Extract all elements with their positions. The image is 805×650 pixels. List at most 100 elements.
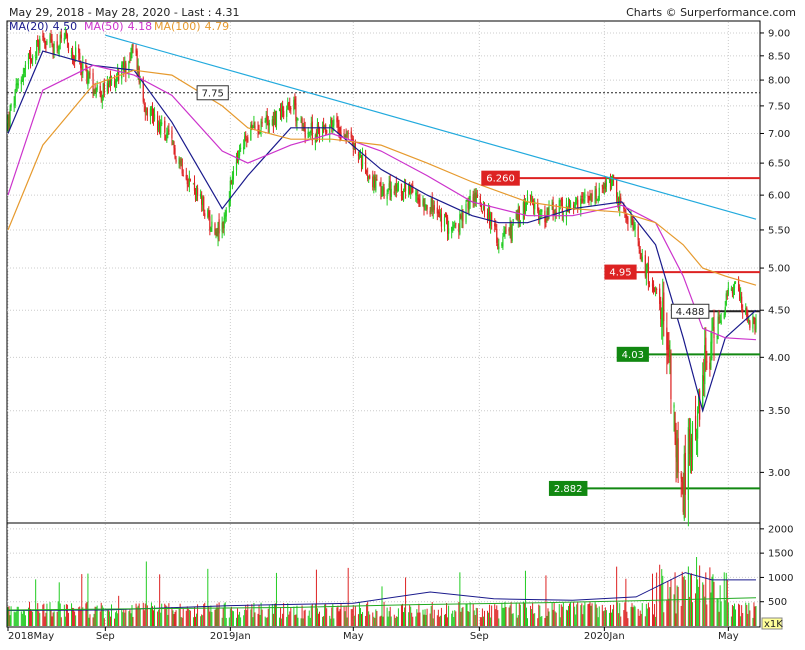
candle-body: [217, 222, 219, 239]
candle-body: [101, 96, 103, 102]
candle-body: [367, 175, 369, 179]
candle-body: [706, 361, 708, 363]
candle-body: [559, 200, 561, 203]
candle-body: [293, 99, 295, 111]
candle-body: [208, 211, 210, 217]
candle-body: [483, 202, 486, 212]
candle-body: [175, 159, 177, 162]
candle-body: [239, 147, 242, 149]
candle-body: [654, 287, 657, 289]
candle-body: [85, 64, 87, 68]
candle-body: [561, 198, 563, 213]
candle-body: [66, 34, 69, 42]
level-label-2.882: 2.882: [554, 484, 583, 495]
volume-tick-label: 2000: [768, 524, 793, 535]
candle-body: [602, 186, 604, 189]
candle-body: [252, 127, 254, 129]
candle-body: [369, 175, 371, 179]
candle-body: [583, 200, 585, 202]
candle-body: [283, 111, 285, 117]
candle-body: [247, 137, 249, 143]
candle-body: [196, 187, 199, 197]
candle-body: [482, 205, 485, 210]
candle-body: [20, 79, 22, 85]
candle-body: [425, 204, 427, 207]
candle-body: [13, 103, 15, 105]
candle-body: [309, 131, 311, 133]
candle-body: [109, 78, 112, 84]
candle-body: [86, 66, 88, 83]
candle-body: [395, 184, 397, 192]
candle-body: [203, 196, 205, 211]
trendline-layer: [105, 34, 757, 220]
candle-body: [94, 90, 96, 94]
y-tick-label: 6.00: [768, 191, 790, 202]
candle-body: [113, 81, 116, 87]
candle-body: [172, 140, 174, 142]
candle-body: [651, 283, 654, 287]
candle-body: [717, 316, 719, 340]
candle-body: [682, 481, 684, 513]
volume-tick-label: 500: [768, 597, 787, 608]
candle-body: [737, 278, 740, 291]
candle-body: [304, 128, 306, 138]
candle-body: [307, 131, 309, 139]
candle-body: [720, 320, 722, 325]
candle-body: [138, 67, 140, 82]
candle-body: [389, 180, 391, 200]
candle-body: [691, 422, 694, 461]
candle-body: [182, 174, 184, 177]
level-label-7.75: 7.75: [202, 88, 224, 99]
candle-body: [225, 210, 227, 217]
candle-body: [261, 122, 263, 124]
candle-body: [24, 64, 27, 70]
candle-body: [676, 440, 678, 463]
candle-body: [381, 192, 383, 197]
candle-body: [374, 176, 376, 188]
candle-body: [540, 209, 542, 212]
candle-body: [504, 230, 506, 233]
candle-body: [346, 133, 348, 135]
level-box-4.03: [616, 346, 649, 362]
candle-body: [545, 219, 547, 221]
trendline: [105, 34, 757, 220]
candle-body: [345, 134, 347, 138]
candle-body: [645, 264, 647, 278]
candle-body: [87, 77, 89, 86]
candle-body: [339, 128, 341, 134]
candle-body: [548, 206, 550, 219]
candle-body: [663, 292, 665, 322]
candle-body: [157, 115, 159, 131]
candle-body: [103, 83, 105, 93]
candle-body: [330, 119, 332, 124]
candle-body: [752, 316, 754, 329]
candle-body: [79, 52, 81, 59]
candle-body: [582, 198, 584, 202]
volume-unit-label: x1K: [764, 619, 783, 630]
candle-body: [253, 122, 255, 128]
candle-body: [608, 177, 611, 181]
candle-body: [703, 375, 705, 382]
candle-body: [36, 40, 38, 59]
candle-body: [689, 441, 692, 461]
candle-body: [519, 220, 521, 222]
candle-body: [301, 118, 303, 124]
candle-body: [106, 82, 108, 92]
candle-body: [231, 176, 233, 185]
candle-body: [480, 204, 482, 210]
candle-body: [139, 78, 141, 84]
candle-body: [185, 174, 187, 180]
candle-body: [666, 327, 668, 350]
candle-body: [597, 198, 599, 202]
candle-body: [264, 120, 266, 122]
level-label-4.95: 4.95: [609, 268, 631, 279]
candle-body: [238, 148, 241, 156]
candle-body: [280, 108, 283, 117]
candle-body: [27, 53, 30, 65]
candle-body: [675, 432, 677, 458]
candle-body: [251, 124, 253, 129]
candle-body: [265, 116, 267, 123]
candle-body: [616, 180, 618, 198]
candle-body: [555, 211, 557, 215]
